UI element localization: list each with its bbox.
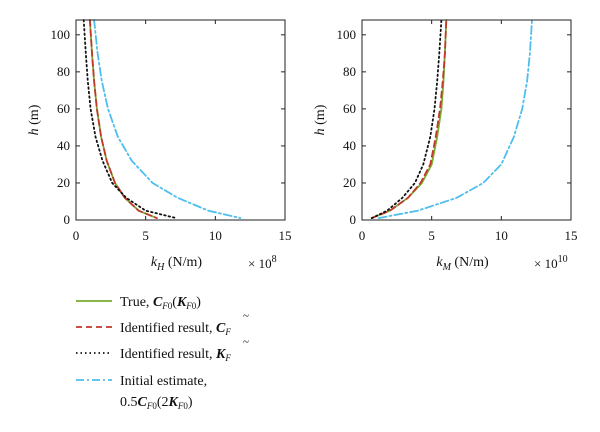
tilde-k: ~	[243, 336, 249, 348]
y-axis-label-left: h (m)	[27, 104, 42, 135]
x-tick-label-right: 15	[565, 228, 578, 243]
series-line-right-2	[370, 19, 443, 220]
y-tick-label-left: 80	[57, 64, 70, 79]
x-tick-label-left: 0	[73, 228, 80, 243]
legend-item-k: Identified result, KF ~	[76, 336, 249, 363]
legend-item-true: True, CF0(KF0)	[76, 295, 201, 311]
legend-label-k: Identified result, KF	[120, 347, 231, 363]
axes-box-left	[75, 19, 286, 221]
y-tick-label-left: 20	[57, 175, 70, 190]
y-tick-label-left: 0	[64, 212, 71, 227]
y-tick-label-left: 100	[51, 27, 71, 42]
tilde-c: ~	[243, 310, 249, 322]
y-tick-label-right: 20	[343, 175, 356, 190]
axes-box-right	[361, 19, 572, 221]
series-line-right-1	[370, 19, 448, 220]
legend-label-c: Identified result, CF	[120, 321, 231, 337]
legend-item-c: Identified result, CF ~	[76, 310, 249, 337]
x-tick-label-left: 5	[142, 228, 149, 243]
y-tick-label-left: 40	[57, 138, 70, 153]
legend-label-true: True, CF0(KF0)	[120, 295, 201, 311]
series-line-left-3	[93, 19, 242, 220]
series-line-left-0	[89, 19, 158, 220]
series-line-right-3	[377, 19, 533, 220]
x-tick-label-left: 10	[209, 228, 222, 243]
x-tick-label-left: 15	[279, 228, 292, 243]
legend-item-init: Initial estimate, 0.5CF0(2KF0)	[76, 374, 207, 411]
x-tick-label-right: 0	[359, 228, 366, 243]
chart-panel-left: 0 5 10 15 0 20 40 60 80 100 h (m) kH (N/m) × 108	[27, 19, 292, 273]
y-tick-label-right: 60	[343, 101, 356, 116]
y-tick-label-left: 60	[57, 101, 70, 116]
series-line-left-2	[82, 19, 178, 220]
x-tick-label-right: 10	[495, 228, 508, 243]
y-tick-label-right: 40	[343, 138, 356, 153]
legend-label-init-formula: 0.5CF0(2KF0)	[120, 395, 193, 411]
series-line-right-0	[370, 19, 448, 220]
y-tick-label-right: 80	[343, 64, 356, 79]
chart-panel-right: 0 5 10 15 0 20 40 60 80 100 h (m) kM (N/m) × 1010	[313, 19, 578, 273]
x-axis-label-left: kH (N/m)	[151, 255, 203, 273]
x-exponent-right: × 1010	[534, 254, 568, 271]
series-line-left-1	[89, 19, 158, 220]
legend-label-init: Initial estimate,	[120, 374, 207, 389]
y-tick-label-right: 100	[337, 27, 357, 42]
x-tick-label-right: 5	[428, 228, 435, 243]
legend: True, CF0(KF0) Identified result, CF ~ I…	[76, 295, 249, 411]
y-tick-label-right: 0	[350, 212, 357, 227]
x-exponent-left: × 108	[248, 254, 277, 271]
x-axis-label-right: kM (N/m)	[436, 255, 489, 273]
y-axis-label-right: h (m)	[313, 104, 328, 135]
